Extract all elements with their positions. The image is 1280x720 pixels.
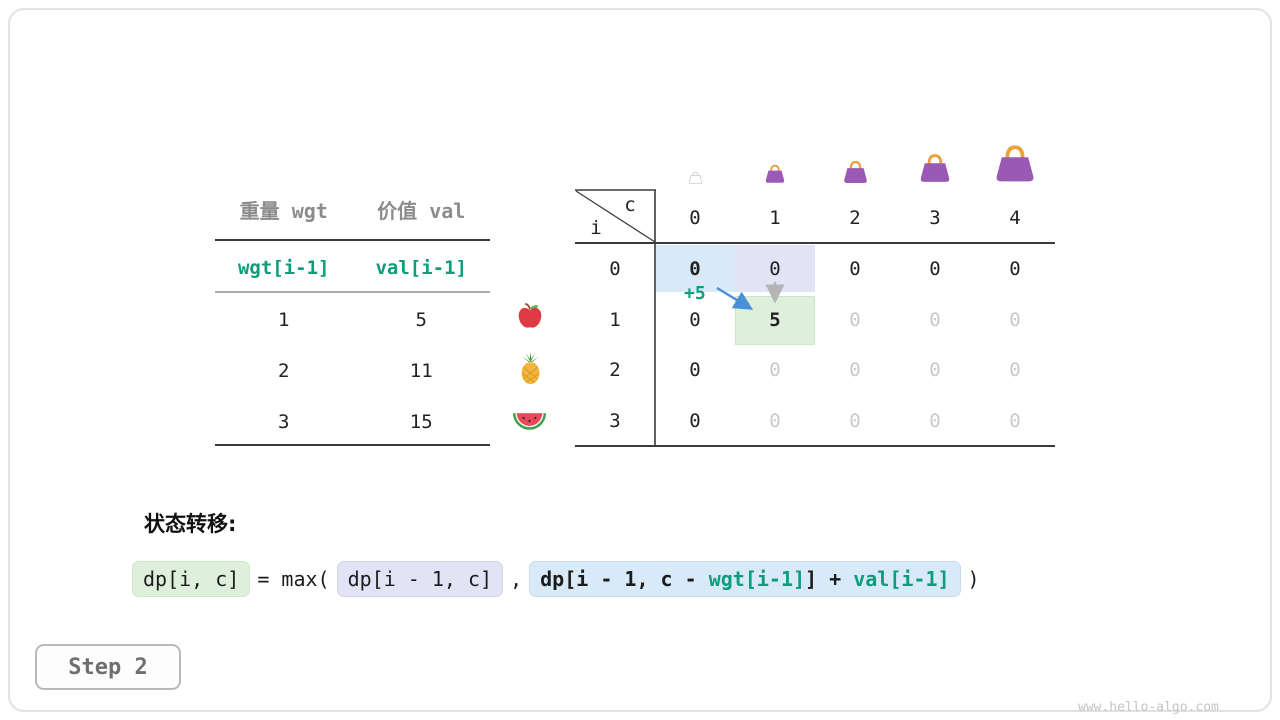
highlight-source-take-cell bbox=[655, 245, 735, 292]
dp-cell-0-1: 0 bbox=[769, 258, 781, 281]
dp-cell-1-0: 0 bbox=[689, 308, 701, 331]
dp-column-headers: 0 1 2 3 4 bbox=[655, 193, 1055, 243]
dp-cell-3-3: 0 bbox=[929, 409, 941, 432]
dp-table-cells: 0 0 0 0 0 0 5 0 0 0 0 0 0 0 0 0 0 0 0 0 bbox=[655, 244, 1055, 446]
weight-value: 3 bbox=[278, 411, 290, 433]
take-term-prefix: dp[i - 1, c - bbox=[540, 567, 709, 591]
apple-icon bbox=[515, 301, 545, 331]
bag-icon-capacity-3 bbox=[895, 153, 975, 184]
weight-value: 1 bbox=[278, 309, 290, 331]
take-term-val: val[i-1] bbox=[853, 567, 950, 591]
dp-cell-1-4: 0 bbox=[1009, 308, 1021, 331]
weights-header-val: 价值 val bbox=[377, 199, 466, 223]
dp-cell-2-4: 0 bbox=[1009, 359, 1021, 382]
step-badge: Step 2 bbox=[35, 644, 181, 690]
corner-col-label: c bbox=[624, 194, 636, 216]
dp-cell-3-2: 0 bbox=[849, 409, 861, 432]
weights-row-2: 2 11 bbox=[215, 356, 490, 386]
formula-comma: , bbox=[510, 567, 523, 591]
dp-cell-0-3: 0 bbox=[929, 258, 941, 281]
weight-value: 2 bbox=[278, 360, 290, 382]
bag-icon-capacity-2 bbox=[815, 160, 895, 184]
formula-equals-max: = max( bbox=[257, 567, 330, 591]
formula-close-paren: ) bbox=[967, 567, 980, 591]
capacity-bags-row bbox=[655, 128, 1055, 184]
formula-take-term-chip: dp[i - 1, c - wgt[i-1]] + val[i-1] bbox=[529, 561, 961, 597]
item-value: 15 bbox=[409, 411, 433, 433]
dp-cell-2-0: 0 bbox=[689, 359, 701, 382]
watermelon-icon bbox=[512, 410, 547, 430]
bag-icon-capacity-0 bbox=[655, 171, 735, 185]
pineapple-icon bbox=[517, 351, 544, 385]
weights-formula-val: val[i-1] bbox=[375, 257, 467, 279]
take-term-wgt: wgt[i-1] bbox=[708, 567, 806, 591]
col-header: 0 bbox=[689, 207, 701, 229]
row-header: 2 bbox=[609, 359, 621, 382]
dp-cell-3-4: 0 bbox=[1009, 409, 1021, 432]
formula-skip-term-chip: dp[i - 1, c] bbox=[336, 561, 504, 597]
dp-row-headers: 0 1 2 3 bbox=[575, 244, 655, 446]
item-value: 5 bbox=[415, 309, 427, 331]
dp-cell-1-3: 0 bbox=[929, 308, 941, 331]
formula-lhs-chip: dp[i, c] bbox=[132, 561, 251, 597]
site-watermark: www.hello-algo.com bbox=[1078, 700, 1219, 715]
dp-cell-3-1: 0 bbox=[769, 409, 781, 432]
dp-cell-2-1: 0 bbox=[769, 359, 781, 382]
weights-formula-row: wgt[i-1] val[i-1] bbox=[215, 253, 490, 283]
row-header: 3 bbox=[609, 409, 621, 432]
weights-formula-wgt: wgt[i-1] bbox=[237, 257, 330, 279]
weights-row-1: 1 5 bbox=[215, 305, 490, 335]
dp-cell-2-2: 0 bbox=[849, 359, 861, 382]
dp-cell-0-4: 0 bbox=[1009, 258, 1021, 281]
weights-row-3: 3 15 bbox=[215, 407, 490, 437]
corner-row-label: i bbox=[590, 217, 602, 239]
col-header: 4 bbox=[1009, 207, 1021, 229]
dp-cell-1-1: 5 bbox=[769, 308, 781, 331]
bag-icon-capacity-4 bbox=[975, 144, 1055, 184]
item-value: 11 bbox=[409, 360, 433, 382]
dp-cell-1-2: 0 bbox=[849, 308, 861, 331]
bag-icon-capacity-1 bbox=[735, 164, 815, 184]
col-header: 1 bbox=[769, 207, 781, 229]
take-term-mid: ] + bbox=[805, 567, 854, 591]
row-header: 1 bbox=[609, 308, 621, 331]
weights-table-header: 重量 wgt 价值 val bbox=[215, 196, 490, 226]
weights-header-wgt: 重量 wgt bbox=[239, 199, 328, 223]
dp-cell-0-2: 0 bbox=[849, 258, 861, 281]
col-header: 3 bbox=[929, 207, 941, 229]
transition-formula: dp[i, c] = max( dp[i - 1, c] , dp[i - 1,… bbox=[132, 561, 987, 597]
add-value-annotation: +5 bbox=[684, 283, 706, 304]
col-header: 2 bbox=[849, 207, 861, 229]
dp-cell-0-0: 0 bbox=[689, 258, 701, 281]
dp-cell-3-0: 0 bbox=[689, 409, 701, 432]
row-header: 0 bbox=[609, 258, 621, 281]
transition-heading: 状态转移: bbox=[144, 512, 237, 536]
dp-cell-2-3: 0 bbox=[929, 359, 941, 382]
